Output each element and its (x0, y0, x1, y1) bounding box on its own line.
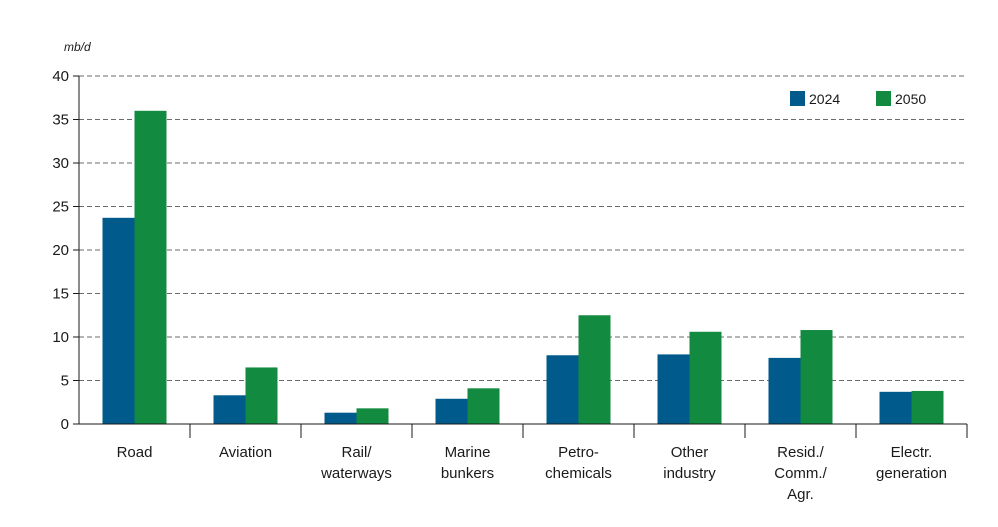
bar-2050-6 (800, 330, 833, 424)
bar-2024-5 (657, 354, 690, 424)
bar-2050-3 (467, 388, 500, 424)
legend-swatch-2050 (876, 91, 891, 106)
category-label: Rail/waterways (320, 444, 392, 482)
y-tick-label: 35 (52, 112, 69, 129)
x-axis-labels: Road Aviation Rail/waterways Marine bunkers P… (117, 444, 947, 503)
category-label: Marine bunkers (441, 444, 494, 482)
bar-2024-1 (213, 395, 246, 424)
category-label-line: Agr. (787, 486, 814, 503)
category-label-line: Comm./ (774, 465, 827, 482)
category-label: Resid./ Comm./ Agr. (774, 444, 827, 503)
bar-2050-4 (578, 315, 611, 424)
category-label-line: waterways (320, 465, 392, 482)
category-label: Other industry (663, 444, 716, 482)
bar-2024-6 (768, 357, 801, 424)
category-label: Petro-chemicals (545, 444, 612, 482)
y-tick-label: 20 (52, 242, 69, 259)
y-axis-ticks: 0 5 10 15 20 25 30 35 40 (52, 68, 79, 433)
legend-label-2050: 2050 (895, 91, 926, 107)
bar-2024-2 (324, 412, 357, 424)
category-label-line: Marine (445, 444, 491, 461)
category-label-line: Aviation (219, 444, 272, 461)
bar-2050-0 (134, 110, 167, 425)
category-label-line: Road (117, 444, 153, 461)
y-tick-label: 5 (61, 373, 69, 390)
bar-2024-4 (546, 355, 579, 424)
category-label-line: bunkers (441, 465, 494, 482)
category-label-line: industry (663, 465, 716, 482)
bar-2024-0 (102, 217, 135, 424)
bar-2024-7 (879, 391, 912, 424)
y-tick-label: 30 (52, 155, 69, 172)
category-label-line: Other (671, 444, 709, 461)
category-label-line: Electr. (891, 444, 933, 461)
y-axis-unit-label: mb/d (64, 40, 91, 54)
category-label-line: Rail/ (341, 444, 372, 461)
legend-label-2024: 2024 (809, 91, 840, 107)
axes (73, 76, 968, 438)
y-tick-label: 15 (52, 286, 69, 303)
category-label-line: Petro- (558, 444, 599, 461)
bar-2050-7 (911, 390, 944, 424)
gridlines (79, 75, 967, 381)
bar-2050-5 (689, 331, 722, 424)
bars (102, 110, 944, 425)
bar-2024-3 (435, 398, 468, 424)
category-label: Electr. generation (876, 444, 947, 482)
y-tick-label: 40 (52, 68, 69, 85)
bar-2050-2 (356, 408, 389, 424)
y-tick-label: 25 (52, 199, 69, 216)
category-label-line: Resid./ (777, 444, 825, 461)
y-tick-label: 10 (52, 329, 69, 346)
legend-swatch-2024 (790, 91, 805, 106)
legend: 2024 2050 (790, 91, 926, 107)
y-tick-label: 0 (61, 416, 69, 433)
category-label: Road (117, 444, 153, 461)
category-label-line: generation (876, 465, 947, 482)
category-label-line: chemicals (545, 465, 612, 482)
bar-2050-1 (245, 367, 278, 424)
category-label: Aviation (219, 444, 272, 461)
